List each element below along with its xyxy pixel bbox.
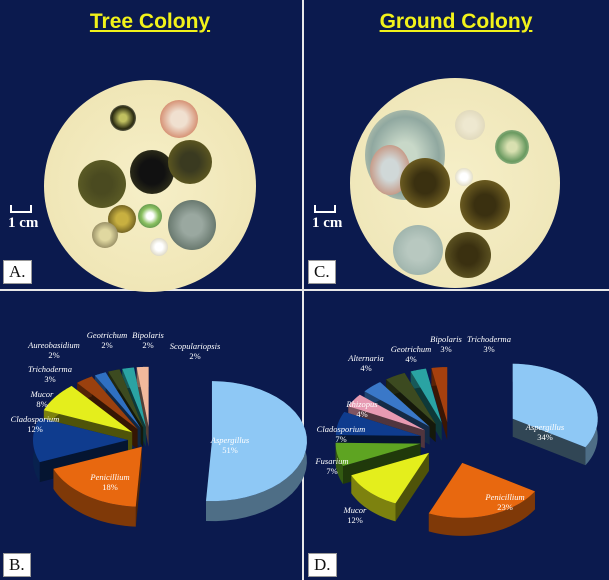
- label-trichoderma: Trichoderma 3%: [28, 364, 72, 384]
- colony: [138, 204, 162, 228]
- colony: [168, 140, 212, 184]
- colony: [150, 238, 168, 256]
- label-rhizopus: Rhizopus 4%: [346, 399, 378, 419]
- scale-bar: 1 cm: [8, 205, 38, 232]
- panel-label-d: D.: [308, 553, 337, 577]
- horizontal-divider: [0, 289, 609, 291]
- label-penicillium: Penicillium 18%: [90, 472, 130, 492]
- label-aspergillus: Aspergillus 51%: [210, 435, 250, 455]
- label-geotrichum: Geotrichum 4%: [390, 344, 432, 364]
- pie-slice-aspergillus: [206, 381, 307, 522]
- pie-slice-penicillium: [428, 462, 535, 536]
- colony: [495, 130, 529, 164]
- colony: [400, 158, 450, 208]
- scale-bar: 1 cm: [312, 205, 342, 232]
- colony: [455, 168, 473, 186]
- colony: [393, 225, 443, 275]
- scale-label: 1 cm: [8, 215, 39, 231]
- colony: [460, 180, 510, 230]
- pie-slice-penicillium: [53, 446, 142, 527]
- label-mucor: Mucor 8%: [30, 389, 54, 409]
- colony: [92, 222, 118, 248]
- label-fusarium: Fusarium 7%: [315, 456, 349, 476]
- label-mucor: Mucor 12%: [343, 505, 367, 525]
- tree-colony-title: Tree Colony: [89, 10, 211, 33]
- label-penicillium: Penicillium 23%: [485, 492, 525, 512]
- colony: [168, 200, 216, 250]
- colony: [130, 150, 174, 194]
- label-cladosporium: Cladosporium 7%: [316, 424, 366, 444]
- label-bipolaris: Bipolaris 3%: [430, 334, 462, 354]
- pie-slice-trichoderma: [431, 367, 448, 441]
- pie-slice-cladosporium: [33, 417, 128, 483]
- colony: [455, 110, 485, 140]
- ground-colony-title: Ground Colony: [379, 10, 533, 33]
- label-alternaria: Alternaria 4%: [348, 353, 384, 373]
- panel-label-c: C.: [308, 260, 336, 284]
- label-geotrichum: Geotrichum 2%: [86, 330, 128, 350]
- colony: [160, 100, 198, 138]
- panel-label-a: A.: [3, 260, 32, 284]
- colony: [110, 105, 136, 131]
- pie-slice-aspergillus: [512, 363, 598, 466]
- colony: [78, 160, 126, 208]
- label-scopulariopsis: Scopulariopsis 2%: [169, 341, 221, 361]
- colony: [445, 232, 491, 278]
- label-cladosporium: Cladosporium 12%: [10, 414, 60, 434]
- label-trichoderma: Trichoderma 3%: [467, 334, 511, 354]
- label-aureobasidium: Aureobasidium 2%: [28, 340, 80, 360]
- label-bipolaris: Bipolaris 2%: [132, 330, 164, 350]
- label-aspergillus: Aspergillus 34%: [525, 422, 565, 442]
- scale-label: 1 cm: [312, 215, 343, 231]
- pie-slice-mucor: [351, 452, 429, 522]
- panel-label-b: B.: [3, 553, 31, 577]
